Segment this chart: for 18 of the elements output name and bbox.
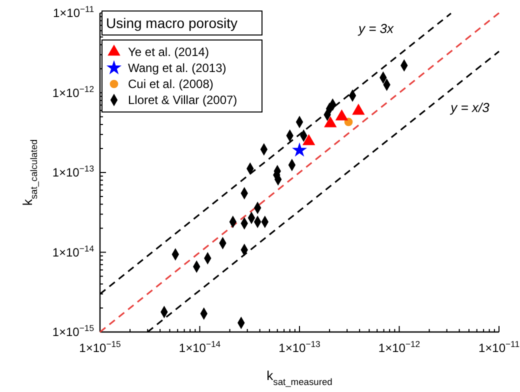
x-tick-label: 1×10$^{−14}$ — [178, 339, 221, 355]
x-tick-label: 1×10$^{−15}$ — [79, 339, 122, 355]
y-tick-label: 1×10$^{−12}$ — [52, 84, 94, 100]
legend-label: Cui et al. (2008) — [128, 77, 214, 91]
x-tick-label: 1×10$^{−13}$ — [278, 339, 321, 355]
chart-title: Using macro porosity — [106, 15, 238, 31]
legend-label: Ye et al. (2014) — [128, 45, 209, 59]
annotation: y = x/3 — [450, 100, 490, 115]
x-axis-title: k$_{sat_measured}$ — [266, 368, 332, 387]
annotation: y = 3x — [357, 21, 394, 36]
x-tick-label: 1×10$^{−11}$ — [478, 339, 520, 355]
y-tick-label: 1×10$^{−13}$ — [52, 164, 94, 180]
x-tick-label: 1×10$^{−12}$ — [378, 339, 420, 355]
legend-label: Wang et al. (2013) — [128, 61, 226, 75]
y-tick-label: 1×10$^{−14}$ — [52, 243, 94, 260]
legend-label: Lloret & Villar (2007) — [128, 93, 238, 107]
y-tick-label: 1×10$^{−11}$ — [52, 4, 94, 20]
y-tick-label: 1×10$^{−15}$ — [52, 323, 94, 339]
